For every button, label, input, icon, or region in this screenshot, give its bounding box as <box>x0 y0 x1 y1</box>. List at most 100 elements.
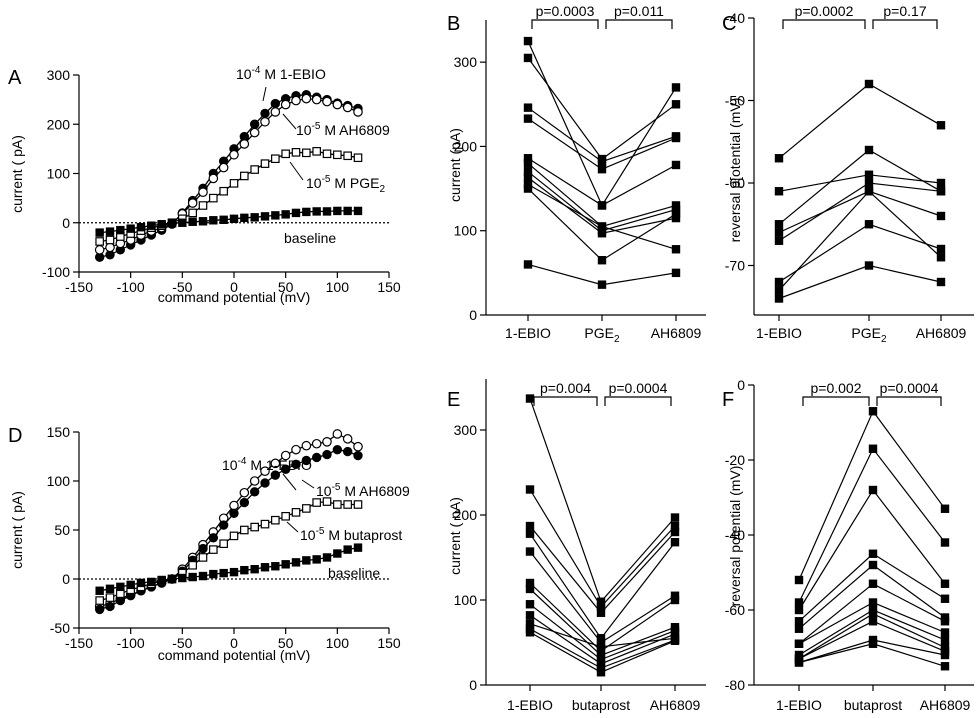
data-point <box>198 201 208 210</box>
y-tick-label: 200 <box>454 507 478 523</box>
y-tick-label: 100 <box>47 473 71 489</box>
data-point <box>343 206 352 216</box>
data-point <box>523 36 533 46</box>
data-point <box>596 655 606 664</box>
data-point <box>209 216 218 225</box>
data-point <box>250 165 259 174</box>
data-point <box>209 545 218 554</box>
paired-observation <box>794 485 950 615</box>
data-point <box>229 567 239 577</box>
x-tick-label: 0 <box>230 635 238 651</box>
data-point <box>260 212 270 221</box>
data-point <box>311 452 322 463</box>
y-tick-label: 150 <box>47 424 71 440</box>
data-point <box>208 533 219 543</box>
data-point <box>671 160 681 170</box>
data-point <box>105 242 115 253</box>
paired-observation <box>525 628 680 677</box>
paired-observation <box>523 260 681 289</box>
significance-bracket <box>782 19 866 29</box>
data-point <box>229 149 239 160</box>
series-label: 10-5 M butaprost <box>300 526 402 543</box>
data-point <box>523 180 533 189</box>
paired-observation <box>525 394 680 606</box>
y-tick-label: 100 <box>454 223 478 239</box>
y-tick-label: 300 <box>454 54 478 70</box>
data-point <box>794 605 804 615</box>
data-point <box>157 575 166 585</box>
category-label: 1-EBIO <box>776 697 822 713</box>
data-point <box>596 638 606 647</box>
y-axis-label: current (pA) <box>447 128 463 202</box>
y-tick-label: 100 <box>454 592 478 608</box>
y-tick-label: -60 <box>725 602 745 618</box>
data-point <box>333 150 342 160</box>
x-tick-label: 50 <box>278 635 294 651</box>
data-point <box>794 575 804 585</box>
data-point <box>260 159 270 168</box>
series-label: 10-4 M 1-EBIO <box>236 65 326 82</box>
data-point <box>936 277 946 287</box>
paired-observation <box>523 36 681 210</box>
data-point <box>353 107 363 117</box>
y-tick-label: -60 <box>725 175 745 191</box>
significance-bracket <box>533 396 598 406</box>
data-point <box>312 207 321 216</box>
data-point <box>167 219 177 228</box>
data-point <box>525 547 535 556</box>
data-point <box>260 116 270 127</box>
data-point <box>250 522 259 532</box>
data-point <box>864 79 874 89</box>
y-axis-label: reversal p[otential (mV) <box>727 98 743 243</box>
data-point <box>271 211 280 220</box>
data-point <box>342 102 353 113</box>
data-point <box>670 513 680 522</box>
data-point <box>219 568 228 578</box>
data-point <box>271 515 280 525</box>
data-point <box>671 201 681 210</box>
data-point <box>523 173 533 182</box>
data-point <box>523 53 533 63</box>
data-point <box>105 227 115 236</box>
data-point <box>940 628 950 637</box>
data-point <box>525 619 535 628</box>
data-point <box>525 529 535 538</box>
data-point <box>322 449 332 460</box>
data-point <box>312 555 321 564</box>
x-tick-label: 0 <box>230 279 238 295</box>
data-point <box>322 96 332 107</box>
data-point <box>774 294 784 303</box>
data-point <box>343 151 352 161</box>
data-point <box>936 244 946 254</box>
category-label: butaprost <box>844 697 902 713</box>
x-tick-label: -150 <box>65 279 93 295</box>
data-point <box>671 268 681 278</box>
data-point <box>281 210 290 219</box>
data-point <box>105 593 115 602</box>
data-point <box>260 108 270 119</box>
data-point <box>198 571 208 581</box>
y-tick-label: 0 <box>62 215 70 231</box>
data-point <box>794 658 804 667</box>
p-value-label: p=0.004 <box>540 380 591 396</box>
data-point <box>249 119 260 129</box>
paired-observation <box>774 187 946 295</box>
data-point <box>188 217 197 226</box>
data-point <box>597 157 607 166</box>
category-label: 1-EBIO <box>756 325 802 341</box>
y-tick-label: 0 <box>469 677 477 693</box>
data-point <box>249 487 260 497</box>
data-point <box>523 260 533 269</box>
data-point <box>670 521 680 531</box>
data-point <box>311 94 322 105</box>
paired-line <box>527 171 677 232</box>
data-point <box>936 211 946 221</box>
category-label: AH6809 <box>916 325 967 341</box>
data-point <box>260 563 270 572</box>
data-point <box>774 154 784 163</box>
data-point <box>322 436 332 447</box>
data-point <box>353 450 363 461</box>
data-point <box>936 178 946 188</box>
series-label: baseline <box>284 230 336 246</box>
data-point <box>280 450 291 461</box>
